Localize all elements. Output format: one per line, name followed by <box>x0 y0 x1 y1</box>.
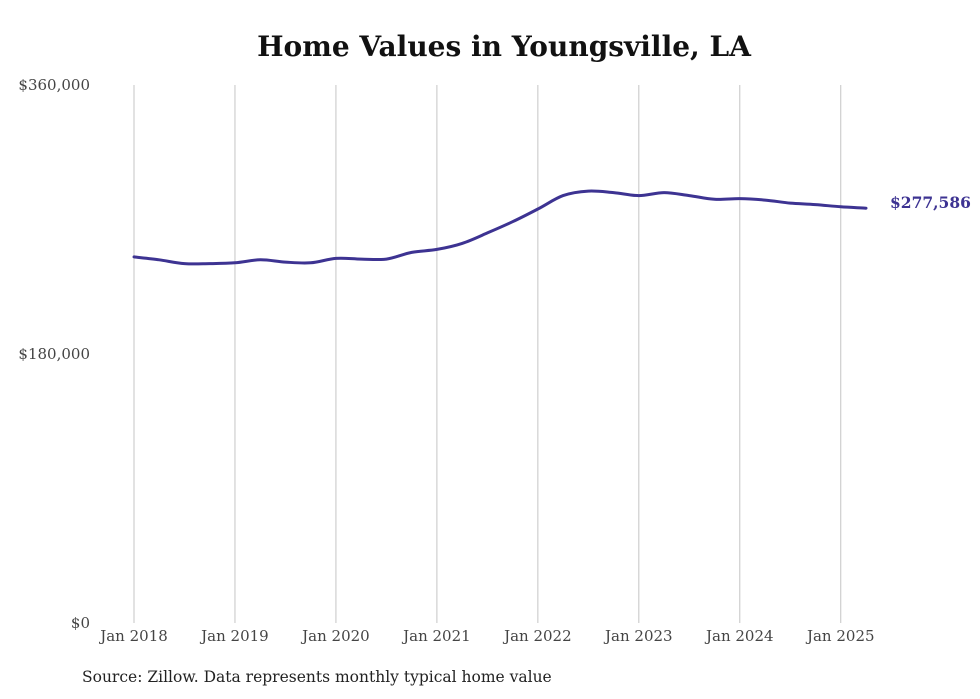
grid-lines <box>133 85 842 623</box>
y-tick-label: $360,000 <box>18 76 90 94</box>
x-axis-ticks: Jan 2018 Jan 2019 Jan 2020 Jan 2021 Jan 2022… <box>98 627 874 645</box>
x-tick-label: Jan 2020 <box>300 627 370 645</box>
x-tick-label: Jan 2019 <box>199 627 269 645</box>
source-note: Source: Zillow. Data represents monthly … <box>82 668 552 686</box>
line-chart: $0$180,000$360,000 Jan 2018 Jan 2019 Jan 2… <box>18 76 971 645</box>
x-tick-label: Jan 2021 <box>401 627 471 645</box>
home-value-line <box>132 189 868 266</box>
series-layer: $277,586 <box>132 189 971 266</box>
x-tick-label: Jan 2025 <box>805 627 875 645</box>
x-tick-label: Jan 2018 <box>98 627 168 645</box>
y-axis-ticks: $0 $180,000 $360,000 <box>18 76 90 632</box>
end-value-label: $277,586 <box>890 193 971 212</box>
y-tick-label: $0 <box>71 614 90 632</box>
x-tick-label: Jan 2022 <box>502 627 572 645</box>
x-tick-label: Jan 2024 <box>704 627 774 645</box>
chart-title: Home Values in Youngsville, LA <box>257 30 751 63</box>
x-tick-label: Jan 2023 <box>603 627 673 645</box>
y-tick-label: $180,000 <box>18 345 90 363</box>
